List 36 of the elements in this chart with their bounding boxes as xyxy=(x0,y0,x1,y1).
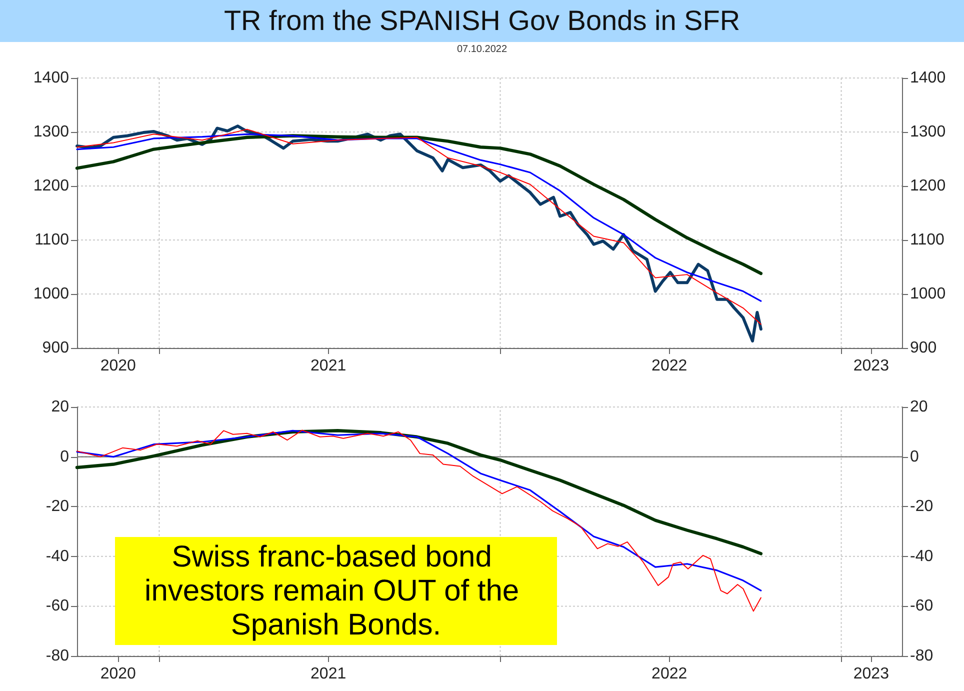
x-tick-label: 2022 xyxy=(652,358,688,374)
chart-title: TR from the SPANISH Gov Bonds in SFR xyxy=(0,0,964,42)
y-tick-label: -60 xyxy=(46,598,70,615)
y2-tick-label: 1100 xyxy=(910,232,945,248)
y-tick-label: 20 xyxy=(51,398,70,416)
y2-tick-label: 1300 xyxy=(910,124,946,140)
line-series xyxy=(75,134,763,276)
y-tick-label: 1100 xyxy=(34,232,70,248)
chart-subtitle: 07.10.2022 xyxy=(456,43,508,57)
y2-tick-label: 900 xyxy=(910,340,937,356)
y-tick-label: 1000 xyxy=(33,286,70,302)
y-tick-label: 1200 xyxy=(33,178,70,194)
x-tick-label: 2021 xyxy=(310,666,346,682)
annotation: Swiss franc-based bond investors remain OUT of the Spanish Bonds. xyxy=(144,540,528,642)
y-tick-label: 1400 xyxy=(33,70,70,86)
x-tick-label: 2023 xyxy=(853,358,890,374)
y-tick-label: 1300 xyxy=(33,124,70,140)
y2-tick-label: 20 xyxy=(910,398,928,416)
y-tick-label: -80 xyxy=(46,648,70,664)
y-tick-label: 0 xyxy=(60,448,70,466)
x-tick-label: 2022 xyxy=(652,666,688,682)
x-tick-label: 2021 xyxy=(310,358,346,374)
y2-tick-label: 1000 xyxy=(910,286,946,302)
y-tick-label: -40 xyxy=(46,548,70,565)
y2-tick-label: 1200 xyxy=(910,178,946,194)
y-tick-label: 900 xyxy=(42,340,70,356)
x-tick-label: 2023 xyxy=(853,666,890,682)
y2-tick-label: -80 xyxy=(910,648,934,664)
y-tick-label: -20 xyxy=(46,498,70,516)
y2-tick-label: -40 xyxy=(910,548,934,565)
x-tick-label: 2020 xyxy=(100,358,136,374)
x-tick-label: 2020 xyxy=(100,666,136,682)
y2-tick-label: 1400 xyxy=(910,70,946,86)
y2-tick-label: 0 xyxy=(910,448,919,466)
y2-tick-label: -20 xyxy=(910,498,934,516)
y2-tick-label: -60 xyxy=(910,598,934,615)
